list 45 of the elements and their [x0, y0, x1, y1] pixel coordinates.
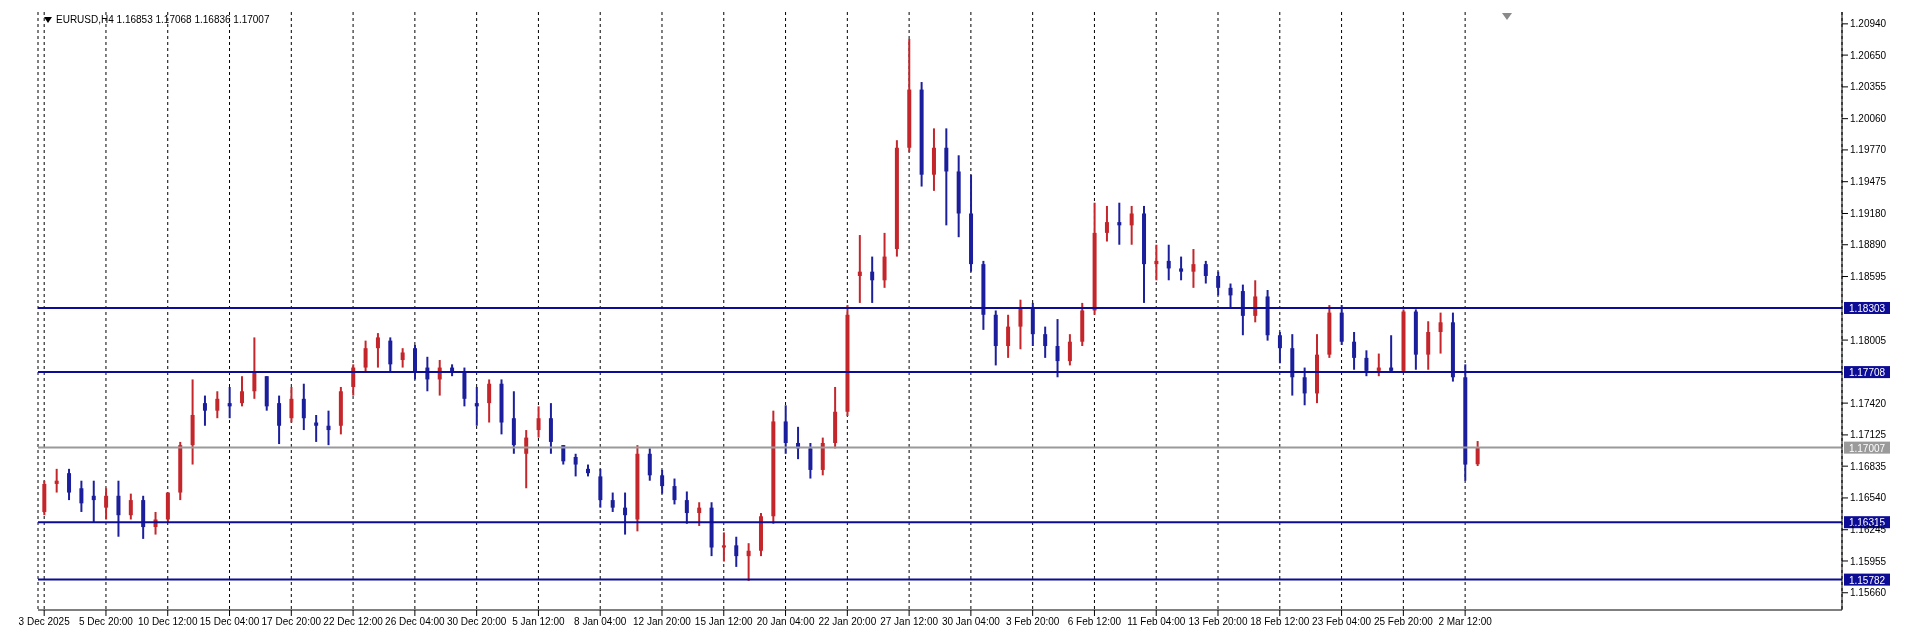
x-tick-label: 25 Feb 20:00 — [1373, 616, 1434, 628]
y-tick-label: 1.15660 — [1850, 587, 1887, 599]
x-tick-label: 17 Dec 20:00 — [261, 616, 322, 628]
y-tick-label: 1.20650 — [1850, 49, 1887, 61]
x-tick-label: 15 Jan 12:00 — [694, 616, 754, 628]
x-tick-label: 5 Jan 12:00 — [512, 616, 565, 628]
y-tick-label: 1.18890 — [1850, 239, 1887, 251]
x-tick-label: 6 Feb 12:00 — [1067, 616, 1122, 628]
y-tick-label: 1.18595 — [1850, 271, 1887, 283]
x-tick-label: 3 Dec 2025 — [18, 616, 71, 628]
ref-line-label: 1.17708 — [1848, 367, 1886, 379]
y-tick-label: 1.20060 — [1850, 113, 1887, 125]
x-tick-label: 18 Feb 12:00 — [1250, 616, 1310, 628]
x-tick-label: 5 Dec 20:00 — [78, 616, 134, 628]
x-tick-label: 22 Jan 20:00 — [818, 616, 877, 628]
y-tick-label: 1.19770 — [1850, 144, 1887, 156]
x-tick-label: 22 Dec 12:00 — [323, 616, 384, 628]
x-tick-label: 12 Jan 20:00 — [633, 616, 692, 628]
y-tick-label: 1.20940 — [1850, 18, 1887, 30]
y-tick-label: 1.19180 — [1850, 208, 1887, 220]
y-tick-label: 1.18005 — [1850, 334, 1887, 346]
x-tick-label: 30 Jan 04:00 — [941, 616, 1001, 628]
y-tick-label: 1.19475 — [1850, 176, 1887, 188]
x-tick-label: 11 Feb 04:00 — [1127, 616, 1186, 628]
x-tick-label: 20 Jan 04:00 — [756, 616, 815, 628]
x-tick-label: 3 Feb 20:00 — [1005, 616, 1060, 628]
chart-title: EURUSD,H4 1.16853 1.17068 1.16836 1.17007 — [56, 14, 270, 25]
y-tick-label: 1.15955 — [1850, 555, 1887, 567]
y-tick-label: 1.16540 — [1850, 492, 1887, 504]
y-tick-label: 1.17420 — [1850, 397, 1887, 409]
x-tick-label: 30 Dec 20:00 — [446, 616, 507, 628]
x-tick-label: 2 Mar 12:00 — [1438, 616, 1493, 628]
x-tick-label: 13 Feb 20:00 — [1188, 616, 1248, 628]
y-tick-label: 1.16835 — [1850, 460, 1887, 472]
y-tick-label: 1.17125 — [1850, 429, 1887, 441]
x-tick-label: 23 Feb 04:00 — [1312, 616, 1372, 628]
y-tick-label: 1.20355 — [1850, 81, 1887, 93]
ref-line-label: 1.17007 — [1848, 442, 1886, 454]
ref-line-label: 1.15782 — [1848, 574, 1886, 586]
x-tick-label: 27 Jan 12:00 — [880, 616, 939, 628]
x-tick-label: 26 Dec 04:00 — [385, 616, 446, 628]
ref-line-label: 1.18303 — [1848, 302, 1886, 314]
x-tick-label: 10 Dec 12:00 — [137, 616, 198, 628]
x-tick-label: 8 Jan 04:00 — [574, 616, 627, 628]
x-tick-label: 15 Dec 04:00 — [199, 616, 260, 628]
